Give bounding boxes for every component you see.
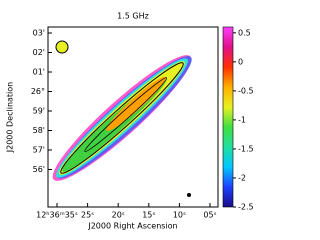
colorbar-tick-label: -2.5: [238, 203, 254, 212]
y-tick-label: 57': [33, 146, 45, 155]
x-tick-label: 05ˢ: [203, 211, 216, 220]
x-tick-label: 20ˢ: [112, 211, 125, 220]
colorbar-tick-label: -1: [238, 115, 246, 124]
colorbar-tick-label: 0.5: [238, 28, 251, 37]
galaxy-map: [52, 55, 192, 181]
y-tick-label: 59': [33, 107, 45, 116]
x-tick-label: 10ˢ: [173, 211, 186, 220]
colorbar: [222, 26, 234, 208]
colorbar-tick-label: -0.5: [238, 86, 254, 95]
y-tick-label: 56': [33, 165, 45, 174]
y-tick-label: 02': [33, 48, 45, 57]
y-tick-label: 01': [33, 68, 45, 77]
y-tick-label: 03': [33, 29, 45, 38]
point-source: [187, 193, 191, 197]
chart-title: 1.5 GHz: [117, 12, 149, 21]
plot-frame: [47, 26, 219, 208]
chart: 1.5 GHz J2000 Right Ascension J2000 Decl…: [6, 12, 254, 231]
colorbar-tick-label: -1.5: [238, 144, 254, 153]
y-axis-label: J2000 Declination: [6, 82, 15, 153]
y-tick-label: 26°: [31, 87, 45, 96]
x-axis-label: J2000 Right Ascension: [87, 222, 177, 231]
colorbar-tick-label: -2: [238, 173, 246, 182]
beam: [55, 40, 69, 54]
colorbar-tick-label: 0: [238, 57, 243, 66]
x-tick-label: 25ˢ: [81, 211, 94, 220]
y-tick-label: 58': [33, 126, 45, 135]
x-tick-label: 15ˢ: [142, 211, 155, 220]
x-tick-label: 12ʰ36ᵐ35ˢ: [36, 211, 78, 220]
